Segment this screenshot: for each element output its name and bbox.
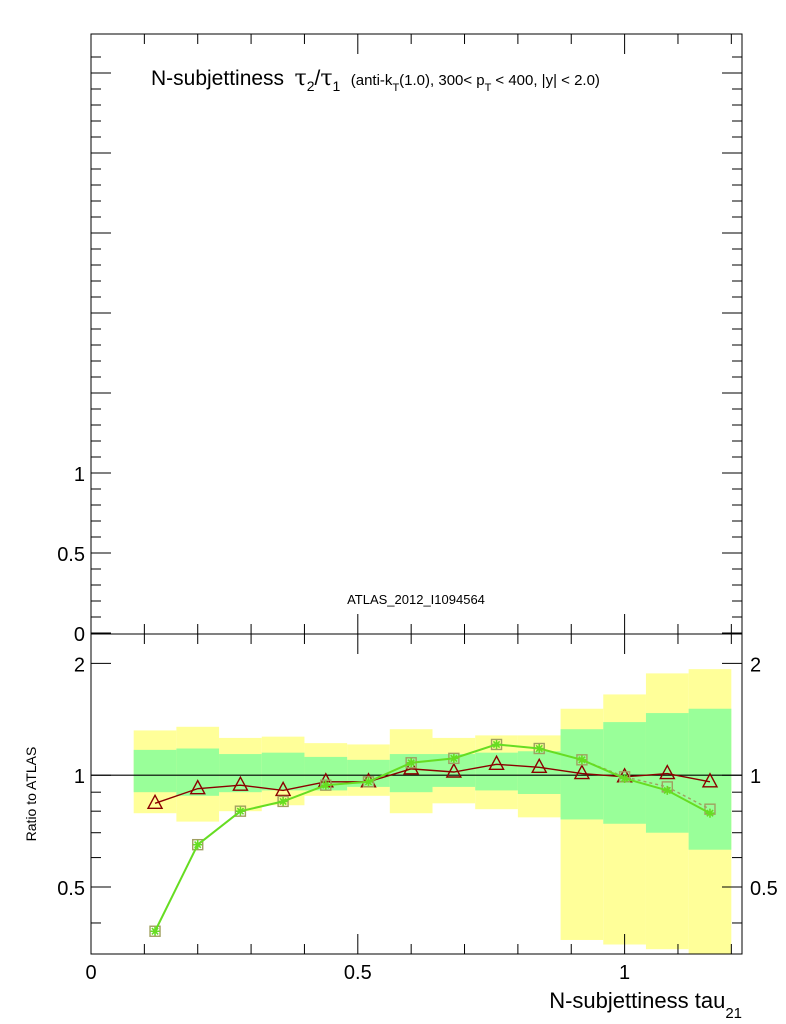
series-line	[154, 743, 711, 932]
x-tick-label: 1	[619, 962, 630, 984]
series-point-square	[277, 795, 289, 808]
series-point-star	[620, 773, 630, 783]
series-point-triangle	[573, 764, 591, 780]
ratio-y-tick-label-right: 2	[750, 654, 761, 676]
ratio-panel-ticks	[90, 634, 742, 954]
series-point-triangle	[232, 775, 249, 791]
series-point-star	[150, 926, 160, 936]
title-sub-den: 1	[333, 78, 341, 94]
ratio-y-tick-label: 1	[74, 766, 85, 788]
band-stat-bin	[133, 749, 177, 793]
series-point-star	[577, 755, 587, 765]
x-axis-label: N-subjettiness tau21	[549, 988, 742, 1022]
series-point-triangle	[445, 762, 463, 778]
main-panel-frame	[90, 33, 743, 635]
main-panel-ticks	[90, 34, 742, 634]
ratio-y-tick-label-right: 0.5	[750, 878, 778, 900]
ratio-panel-frame	[90, 633, 743, 955]
analysis-annotation: ATLAS_2012_I1094564	[347, 592, 485, 607]
title-cuts-mid: (1.0), 300< p	[399, 72, 484, 89]
title-cuts-pre: (anti-k	[351, 72, 393, 89]
title-tau-num: τ	[295, 66, 307, 91]
series-point-star	[278, 796, 288, 806]
series-point-star	[534, 744, 544, 754]
series-point-triangle	[531, 757, 548, 774]
series-point-triangle	[146, 793, 164, 810]
title-main: N-subjettiness	[151, 67, 284, 90]
main-title: N-subjettiness τ2/τ1 (anti-kT(1.0), 300<…	[151, 66, 600, 95]
series-point-star	[492, 739, 502, 749]
main-y-tick-label: 0	[74, 624, 85, 646]
series-point-star	[406, 758, 416, 768]
series-point-square	[576, 754, 588, 766]
ratio-y-tick-labels: 0.5 0.5 1 1 2 2	[57, 654, 778, 900]
title-tau-den: τ	[320, 66, 332, 91]
ratio-y-tick-label: 2	[74, 654, 85, 676]
band-stat-bin	[261, 752, 305, 791]
x-axis-label-sub: 21	[725, 1005, 742, 1022]
x-tick-label: 0.5	[344, 962, 372, 984]
title-cuts-sub-t: T	[392, 82, 399, 94]
series-point-star	[705, 808, 715, 818]
main-y-tick-labels: 00.51	[57, 464, 85, 646]
title-cuts-post: < 400, |y| < 2.0)	[495, 72, 600, 89]
series-point-star	[363, 777, 373, 787]
series-point-square	[234, 805, 247, 817]
x-tick-label: 0	[85, 962, 96, 984]
main-panel: 00.51 N-subjettiness τ2/τ1 (anti-kT(1.0)…	[57, 33, 743, 646]
series-point-star	[193, 840, 203, 850]
series-point-triangle	[488, 754, 505, 770]
x-axis-label-main: N-subjettiness tau	[549, 988, 725, 1013]
main-y-tick-label: 1	[74, 464, 85, 486]
ratio-panel: 0.5 0.51 12 2 0 0.5 1 Ratio to ATLAS N-subjet…	[23, 633, 778, 1022]
series-point-triangle	[659, 764, 676, 780]
series-point-triangle	[189, 779, 206, 795]
y-axis-label: Ratio to ATLAS	[23, 747, 39, 842]
series-2	[150, 739, 715, 936]
series-point-star	[662, 785, 672, 795]
x-tick-labels: 0 0.5 1	[85, 962, 630, 984]
main-y-tick-label: 0.5	[57, 544, 85, 566]
series-point-square	[149, 925, 161, 937]
ratio-y-tick-label: 0.5	[57, 878, 85, 900]
series-point-square	[192, 838, 204, 851]
title-sub-num: 2	[307, 78, 315, 94]
series-point-star	[235, 806, 245, 816]
title-slash: /	[314, 67, 320, 90]
series-point-star	[321, 780, 331, 790]
ratio-y-tick-label-right: 1	[750, 766, 761, 788]
series-layer	[146, 738, 719, 937]
series-point-star	[449, 753, 459, 763]
band-stat-bin	[475, 752, 518, 791]
title-cuts-sub-t2: T	[485, 82, 492, 94]
series-point-triangle	[274, 780, 292, 797]
series-point-triangle	[701, 772, 719, 788]
